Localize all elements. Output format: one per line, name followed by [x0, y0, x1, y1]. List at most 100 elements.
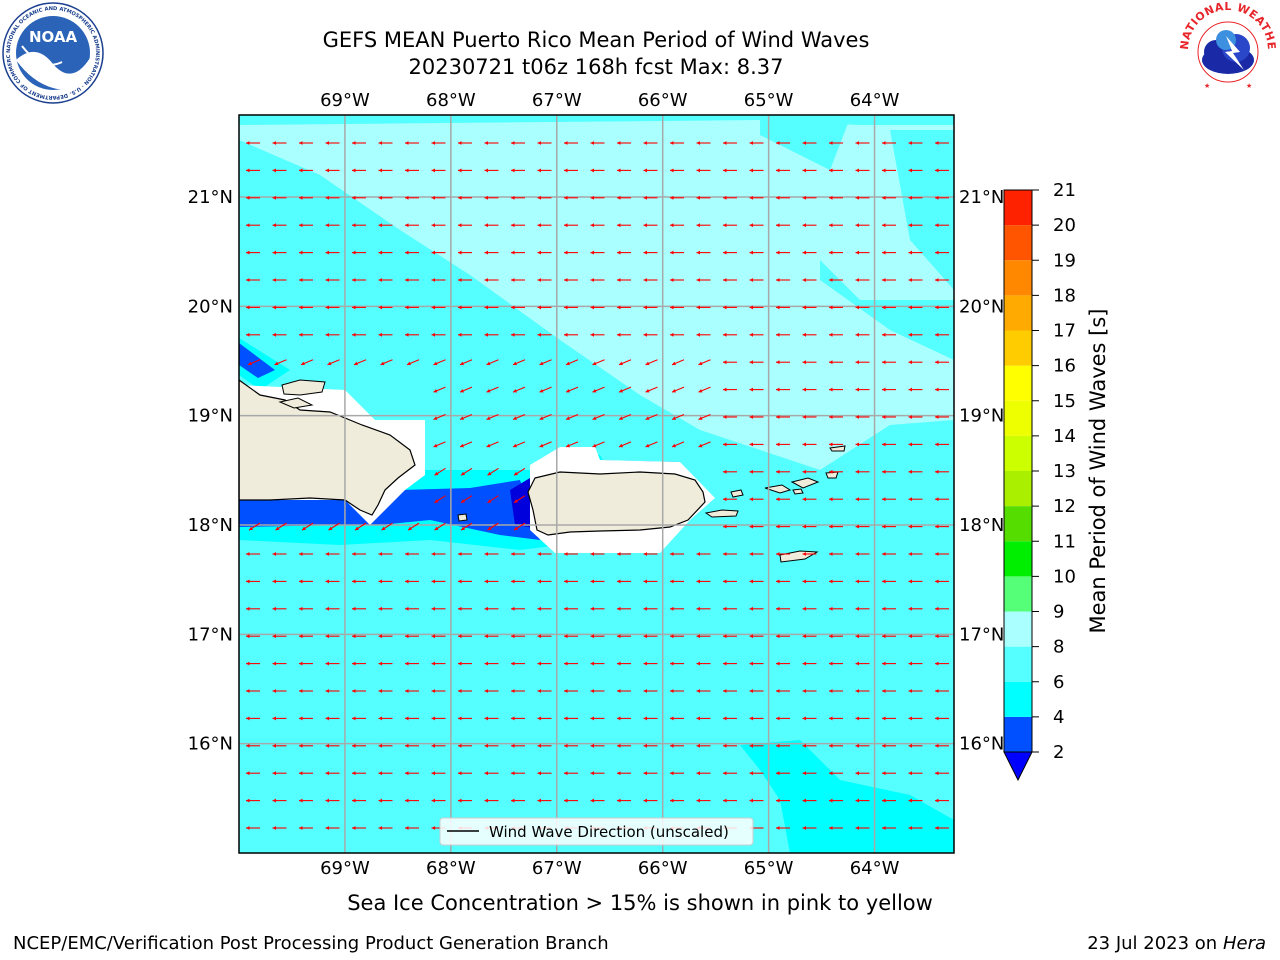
wave-direction-arrowhead — [431, 798, 436, 803]
wave-direction-arrowhead — [696, 716, 701, 721]
wave-direction-arrowhead — [405, 716, 409, 721]
wave-direction-arrowhead — [617, 305, 621, 310]
wave-direction-arrowhead — [405, 743, 409, 748]
wave-direction-arrowhead — [776, 743, 780, 748]
wave-direction-arrowhead — [537, 278, 542, 282]
wave-direction-arrowhead — [590, 332, 595, 337]
wave-direction-arrowhead — [405, 661, 409, 666]
wave-direction-arrowhead — [723, 415, 727, 419]
wave-direction-arrowhead — [855, 524, 860, 529]
wave-direction-arrowhead — [643, 223, 648, 228]
land-islet — [792, 488, 804, 495]
wave-direction-arrowhead — [855, 552, 860, 556]
lon-tick-label-bottom: 69°W — [320, 858, 370, 879]
wave-direction-arrowhead — [458, 579, 462, 584]
wave-direction-arrowhead — [617, 141, 621, 145]
wave-direction-arrowhead — [591, 853, 595, 857]
lon-tick-label-top: 67°W — [532, 90, 582, 111]
wave-direction-arrowhead — [299, 634, 303, 639]
wave-direction-arrowhead — [378, 332, 383, 337]
ocean-field-8-9 — [239, 115, 954, 470]
colorbar-segment — [1004, 190, 1032, 226]
wave-direction-arrowhead — [749, 689, 754, 693]
wave-direction-arrowhead — [696, 250, 701, 255]
wave-direction-arrowhead — [378, 606, 383, 611]
wave-direction-arrowhead — [723, 223, 727, 228]
wave-direction-arrowhead — [299, 579, 303, 584]
wave-direction-arrowhead — [590, 305, 595, 310]
wave-direction-arrowhead — [514, 471, 518, 476]
wave-direction-arrowhead — [856, 853, 860, 857]
wave-direction-arrowhead — [325, 223, 330, 228]
wave-direction-arrowhead — [484, 798, 489, 803]
lon-tick-label-top: 68°W — [426, 90, 476, 111]
colorbar-tick-label: 6 — [1053, 672, 1064, 693]
wave-direction-arrowhead — [566, 443, 570, 448]
wave-direction-arrowhead — [855, 195, 860, 200]
colorbar-label: Mean Period of Wind Waves [s] — [1086, 309, 1110, 634]
colorbar-tick-label: 10 — [1053, 566, 1076, 587]
wave-direction-arrowhead — [776, 469, 780, 474]
wave-direction-arrowhead — [246, 168, 250, 173]
wave-direction-arrowhead — [537, 305, 542, 310]
wave-direction-arrowhead — [723, 278, 727, 282]
wave-direction-arrowhead — [829, 497, 833, 502]
wave-direction-arrowhead — [723, 387, 727, 392]
wave-direction-arrowhead — [882, 743, 886, 748]
wave-direction-arrowhead — [696, 634, 701, 639]
wave-direction-arrowhead — [670, 168, 674, 173]
wave-direction-arrowhead — [537, 141, 542, 145]
wave-direction-arrowhead — [670, 689, 674, 693]
wave-direction-arrowhead — [908, 250, 913, 255]
wave-direction-arrowhead — [380, 361, 385, 366]
wave-direction-arrowhead — [643, 716, 648, 721]
wave-direction-arrowhead — [564, 168, 568, 173]
wave-direction-arrowhead — [299, 195, 303, 200]
wave-direction-arrowhead — [564, 195, 568, 200]
wave-direction-arrowhead — [802, 524, 807, 529]
lon-tick-label-bottom: 65°W — [744, 858, 794, 879]
wave-direction-arrowhead — [405, 250, 409, 255]
wave-direction-arrowhead — [882, 278, 886, 282]
wave-direction-arrowhead — [352, 141, 356, 145]
chart-subtitle: 20230721 t06z 168h fcst Max: 8.37 — [408, 55, 784, 79]
wave-direction-arrowhead — [272, 278, 277, 282]
wave-direction-arrowhead — [513, 416, 517, 420]
wave-direction-arrowhead — [696, 332, 701, 337]
wave-direction-arrowhead — [405, 771, 409, 776]
wave-direction-arrowhead — [935, 661, 939, 666]
wave-direction-arrowhead — [537, 716, 542, 721]
wave-direction-arrowhead — [908, 223, 913, 228]
wave-direction-arrowhead — [802, 442, 807, 447]
wave-direction-arrowhead — [723, 634, 727, 639]
wave-direction-arrowhead — [325, 141, 330, 145]
wave-direction-arrowhead — [776, 661, 780, 666]
colorbar-tick-label: 12 — [1053, 496, 1076, 517]
wave-direction-arrowhead — [325, 661, 330, 666]
wave-direction-arrowhead — [829, 360, 833, 365]
wave-direction-arrowhead — [776, 853, 780, 857]
wave-direction-arrowhead — [670, 195, 674, 200]
land-st-thomas — [764, 484, 792, 494]
wave-direction-arrowhead — [749, 661, 754, 666]
wave-direction-arrowhead — [829, 168, 833, 173]
wave-direction-arrowhead — [378, 223, 383, 228]
wave-direction-arrowhead — [617, 168, 621, 173]
wave-direction-arrowhead — [484, 141, 489, 145]
wave-direction-arrowhead — [511, 716, 515, 721]
wave-direction-arrowhead — [590, 798, 595, 803]
wave-direction-arrowhead — [829, 442, 833, 447]
wave-direction-arrowhead — [564, 661, 568, 666]
wave-direction-arrowhead — [325, 743, 330, 748]
wave-direction-arrowhead — [908, 524, 913, 529]
wave-direction-arrowhead — [670, 798, 674, 803]
host-name: Hera — [1222, 933, 1266, 954]
wave-direction-arrowhead — [723, 442, 727, 447]
wave-direction-arrowhead — [855, 332, 860, 337]
wave-direction-arrowhead — [433, 443, 438, 448]
wave-direction-arrowhead — [325, 606, 330, 611]
wave-direction-arrowhead — [935, 141, 939, 145]
wave-direction-arrowhead — [272, 689, 277, 693]
wave-direction-arrowhead — [908, 442, 913, 447]
wave-direction-arrowhead — [405, 223, 409, 228]
